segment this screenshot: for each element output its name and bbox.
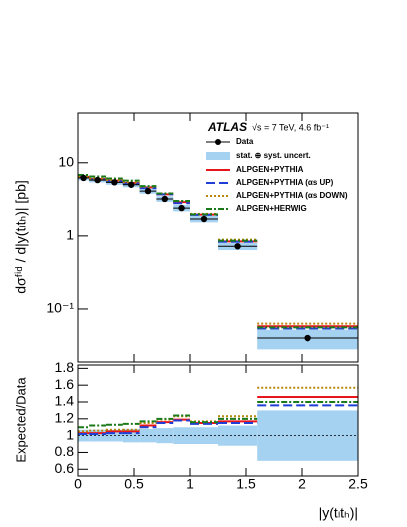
- y-tick-label: 0.8: [55, 443, 75, 459]
- y-tick-label: 1.4: [55, 393, 75, 409]
- ratio-band: [89, 429, 106, 442]
- ratio-band: [218, 425, 258, 446]
- energy-label: √s = 7 TeV, 4.6 fb⁻¹: [252, 122, 329, 132]
- data-point: [178, 204, 185, 212]
- ratio-y-axis-label: Expected/Data: [13, 377, 28, 463]
- y-tick-label: 1: [66, 227, 74, 243]
- panel-frame: [77, 364, 359, 477]
- legend-label: Data: [236, 137, 254, 146]
- panel-frame: [77, 112, 359, 363]
- y-tick-label: 1: [66, 426, 74, 442]
- legend-data: [215, 139, 221, 145]
- y-tick-label: 1.6: [55, 376, 75, 392]
- legend-label: stat. ⊕ syst. uncert.: [236, 151, 311, 160]
- legend-band: [206, 152, 230, 160]
- y-tick-label: 1.8: [55, 359, 75, 375]
- data-point: [234, 243, 241, 250]
- data-point: [304, 334, 311, 342]
- legend-label: ALPGEN+HERWIG: [236, 204, 307, 213]
- atlas-label: ATLAS: [207, 120, 247, 134]
- ratio-band: [173, 427, 190, 445]
- data-point: [80, 174, 87, 182]
- y-tick-label: 10⁻¹: [46, 300, 74, 316]
- x-tick-label: 1: [186, 476, 194, 492]
- x-tick-label: 1.5: [236, 476, 256, 492]
- x-tick-label: 0: [74, 476, 82, 492]
- x-tick-label: 0.5: [124, 476, 144, 492]
- x-axis-label: |y(tₗtₕ)|: [319, 505, 358, 521]
- y-tick-label: 0.6: [55, 460, 75, 476]
- y-axis-label: dσᶠⁱᵈ / d|y(tₗtₕ)| [pb]: [13, 180, 29, 293]
- data-point: [144, 187, 152, 195]
- y-tick-label: 1.2: [55, 410, 75, 426]
- legend-label: ALPGEN+PYTHIA: [236, 165, 304, 174]
- ratio-band: [156, 428, 174, 444]
- data-point: [111, 179, 118, 186]
- x-tick-label: 2: [298, 476, 306, 492]
- legend-label: ALPGEN+PYTHIA (αs DOWN): [236, 191, 348, 200]
- legend-label: ALPGEN+PYTHIA (αs UP): [236, 178, 334, 187]
- data-point: [94, 176, 101, 184]
- y-tick-label: 10: [58, 153, 74, 169]
- x-tick-label: 2.5: [348, 476, 368, 492]
- data-point: [161, 195, 168, 203]
- data-point: [200, 215, 208, 223]
- data-point: [128, 181, 135, 188]
